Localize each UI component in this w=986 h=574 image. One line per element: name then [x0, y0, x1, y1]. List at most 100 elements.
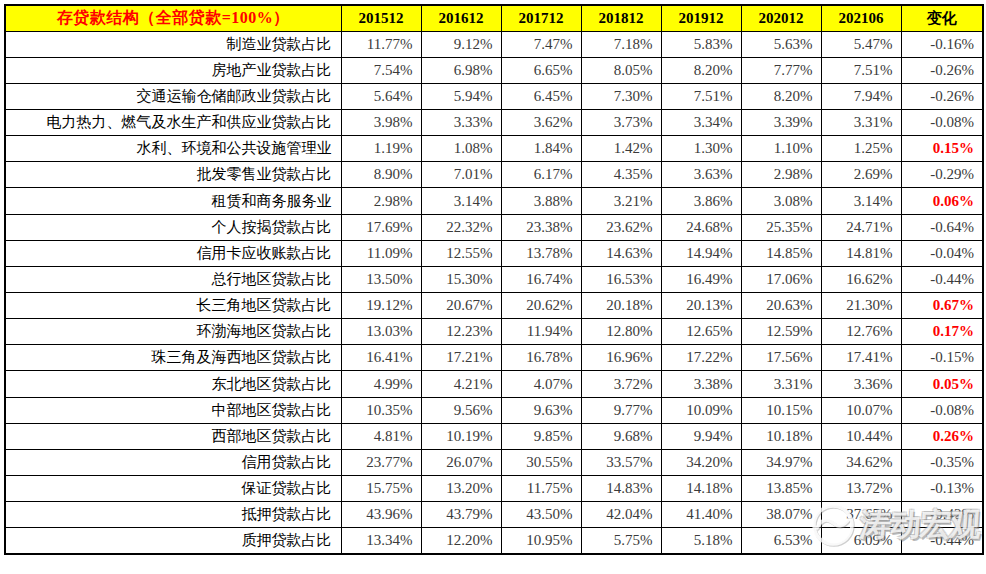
table-row: 交通运输仓储邮政业贷款占比5.64%5.94%6.45%7.30%7.51%8.…: [5, 83, 983, 109]
value-cell: 10.15%: [741, 397, 821, 423]
value-cell: 25.35%: [741, 214, 821, 240]
column-header-201812: 201812: [581, 5, 661, 31]
value-cell: 5.75%: [581, 528, 661, 554]
table-row: 批发零售业贷款占比8.90%7.01%6.17%4.35%3.63%2.98%2…: [5, 162, 983, 188]
table-row: 中部地区贷款占比10.35%9.56%9.63%9.77%10.09%10.15…: [5, 397, 983, 423]
row-label: 交通运输仓储邮政业贷款占比: [5, 83, 341, 109]
column-header-201612: 201612: [421, 5, 501, 31]
value-cell: 38.07%: [741, 502, 821, 528]
value-cell: 13.78%: [501, 240, 581, 266]
value-cell: 6.45%: [501, 83, 581, 109]
value-cell: 6.17%: [501, 162, 581, 188]
table-body: 制造业贷款占比11.77%9.12%7.47%7.18%5.83%5.63%5.…: [5, 31, 983, 554]
value-cell: 23.62%: [581, 214, 661, 240]
loan-structure-table: 存贷款结构（全部贷款=100%）201512201612201712201812…: [4, 4, 984, 555]
value-cell: 4.35%: [581, 162, 661, 188]
table-row: 信用贷款占比23.77%26.07%30.55%33.57%34.20%34.9…: [5, 449, 983, 475]
value-cell: 4.21%: [421, 371, 501, 397]
value-cell: 43.96%: [341, 502, 421, 528]
value-cell: 7.51%: [661, 83, 741, 109]
value-cell: 3.39%: [741, 110, 821, 136]
change-cell: 0.17%: [901, 319, 983, 345]
value-cell: 3.62%: [501, 110, 581, 136]
header-row: 存贷款结构（全部贷款=100%）201512201612201712201812…: [5, 5, 983, 31]
change-cell: -0.26%: [901, 57, 983, 83]
value-cell: 4.81%: [341, 423, 421, 449]
value-cell: 2.98%: [741, 162, 821, 188]
value-cell: 14.18%: [661, 476, 741, 502]
value-cell: 1.08%: [421, 136, 501, 162]
row-label: 珠三角及海西地区贷款占比: [5, 345, 341, 371]
change-cell: 0.05%: [901, 371, 983, 397]
value-cell: 37.65%: [821, 502, 901, 528]
value-cell: 3.14%: [821, 188, 901, 214]
table-row: 水利、环境和公共设施管理业1.19%1.08%1.84%1.42%1.30%1.…: [5, 136, 983, 162]
change-cell: -0.29%: [901, 162, 983, 188]
value-cell: 7.77%: [741, 57, 821, 83]
value-cell: 10.95%: [501, 528, 581, 554]
change-cell: -0.44%: [901, 266, 983, 292]
value-cell: 34.97%: [741, 449, 821, 475]
table-row: 个人按揭贷款占比17.69%22.32%23.38%23.62%24.68%25…: [5, 214, 983, 240]
value-cell: 30.55%: [501, 449, 581, 475]
value-cell: 24.71%: [821, 214, 901, 240]
value-cell: 10.19%: [421, 423, 501, 449]
value-cell: 13.20%: [421, 476, 501, 502]
change-cell: 0.15%: [901, 136, 983, 162]
value-cell: 9.77%: [581, 397, 661, 423]
value-cell: 12.80%: [581, 319, 661, 345]
column-header-202012: 202012: [741, 5, 821, 31]
change-cell: -0.42%: [901, 502, 983, 528]
value-cell: 11.75%: [501, 476, 581, 502]
value-cell: 11.77%: [341, 31, 421, 57]
value-cell: 12.65%: [661, 319, 741, 345]
row-label: 中部地区贷款占比: [5, 397, 341, 423]
value-cell: 20.13%: [661, 293, 741, 319]
value-cell: 14.94%: [661, 240, 741, 266]
value-cell: 3.21%: [581, 188, 661, 214]
value-cell: 4.99%: [341, 371, 421, 397]
value-cell: 11.09%: [341, 240, 421, 266]
value-cell: 16.53%: [581, 266, 661, 292]
value-cell: 10.09%: [661, 397, 741, 423]
value-cell: 16.96%: [581, 345, 661, 371]
value-cell: 16.49%: [661, 266, 741, 292]
value-cell: 3.73%: [581, 110, 661, 136]
column-header-201712: 201712: [501, 5, 581, 31]
value-cell: 20.18%: [581, 293, 661, 319]
value-cell: 12.20%: [421, 528, 501, 554]
value-cell: 3.86%: [661, 188, 741, 214]
value-cell: 34.20%: [661, 449, 741, 475]
value-cell: 11.94%: [501, 319, 581, 345]
value-cell: 17.56%: [741, 345, 821, 371]
row-label: 信用贷款占比: [5, 449, 341, 475]
row-label: 质押贷款占比: [5, 528, 341, 554]
value-cell: 1.30%: [661, 136, 741, 162]
table-row: 抵押贷款占比43.96%43.79%43.50%42.04%41.40%38.0…: [5, 502, 983, 528]
value-cell: 17.41%: [821, 345, 901, 371]
table-row: 保证贷款占比15.75%13.20%11.75%14.83%14.18%13.8…: [5, 476, 983, 502]
column-header-202106: 202106: [821, 5, 901, 31]
value-cell: 12.23%: [421, 319, 501, 345]
row-label: 环渤海地区贷款占比: [5, 319, 341, 345]
value-cell: 3.72%: [581, 371, 661, 397]
column-header-change: 变化: [901, 5, 983, 31]
row-label: 个人按揭贷款占比: [5, 214, 341, 240]
value-cell: 23.77%: [341, 449, 421, 475]
change-cell: -0.16%: [901, 31, 983, 57]
value-cell: 17.21%: [421, 345, 501, 371]
value-cell: 7.30%: [581, 83, 661, 109]
value-cell: 7.01%: [421, 162, 501, 188]
value-cell: 43.50%: [501, 502, 581, 528]
value-cell: 3.88%: [501, 188, 581, 214]
row-label: 制造业贷款占比: [5, 31, 341, 57]
row-label: 租赁和商务服务业: [5, 188, 341, 214]
table-title: 存贷款结构（全部贷款=100%）: [5, 5, 341, 31]
value-cell: 17.69%: [341, 214, 421, 240]
change-cell: 0.26%: [901, 423, 983, 449]
change-cell: -0.26%: [901, 83, 983, 109]
table-row: 制造业贷款占比11.77%9.12%7.47%7.18%5.83%5.63%5.…: [5, 31, 983, 57]
value-cell: 7.47%: [501, 31, 581, 57]
value-cell: 3.14%: [421, 188, 501, 214]
table-row: 西部地区贷款占比4.81%10.19%9.85%9.68%9.94%10.18%…: [5, 423, 983, 449]
